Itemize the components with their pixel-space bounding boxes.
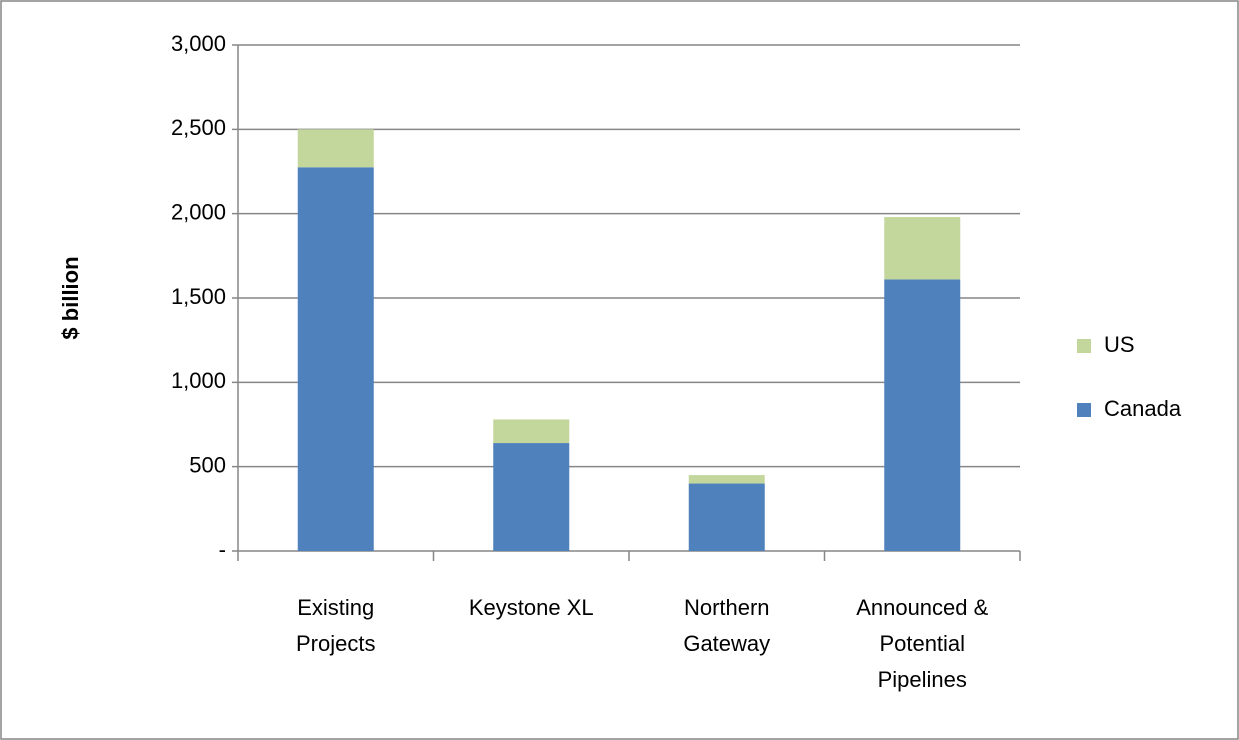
legend-label: Canada xyxy=(1104,396,1182,421)
legend-swatch xyxy=(1077,403,1091,417)
legend-label: US xyxy=(1104,332,1135,357)
legend-swatch xyxy=(1077,339,1091,353)
bar-segment xyxy=(688,483,765,551)
y-tick-label: 2,500 xyxy=(171,115,226,140)
bar-segment xyxy=(297,167,374,552)
x-tick-label: Northern Gateway xyxy=(683,595,770,656)
y-tick-label: 500 xyxy=(189,452,226,477)
bar-segment xyxy=(884,217,961,280)
bar-segment xyxy=(297,129,374,168)
bar-segment xyxy=(688,475,765,484)
bar-segment xyxy=(884,279,961,551)
y-tick-label: 2,000 xyxy=(171,199,226,224)
y-tick-label: - xyxy=(219,537,226,562)
bar-segment xyxy=(493,443,570,551)
x-tick-label: Existing Projects xyxy=(296,595,375,656)
y-axis-title: $ billion xyxy=(58,256,83,339)
y-tick-label: 1,000 xyxy=(171,368,226,393)
y-tick-label: 3,000 xyxy=(171,31,226,56)
x-tick-label: Announced & Potential Pipelines xyxy=(856,595,988,692)
bar-segment xyxy=(493,419,570,444)
x-tick-label: Keystone XL xyxy=(469,595,594,620)
y-tick-label: 1,500 xyxy=(171,284,226,309)
